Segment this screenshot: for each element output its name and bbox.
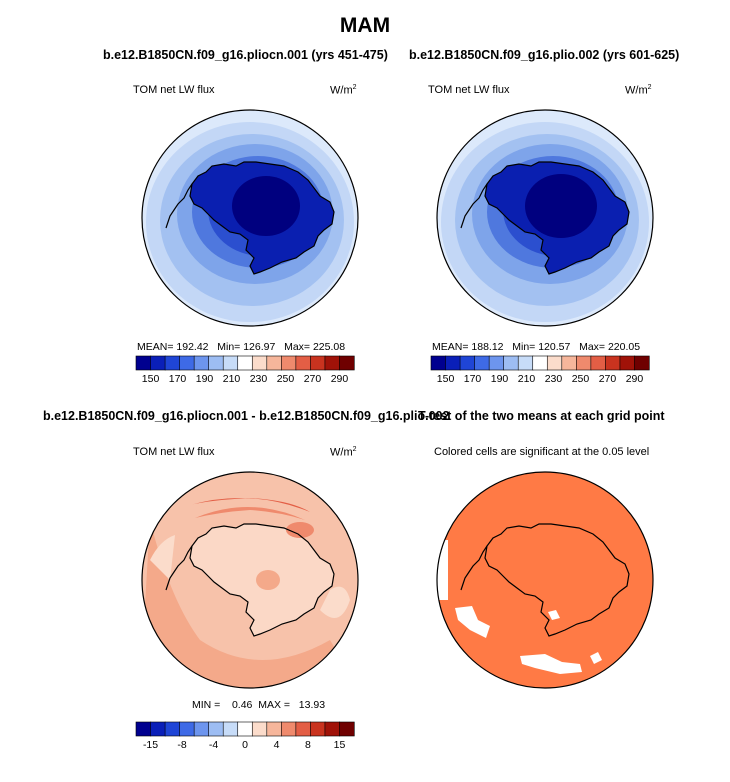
colorbar-tick-label: 210 — [223, 373, 241, 385]
colorbar-tick-label: 250 — [277, 373, 295, 385]
variable-label-top-left: TOM net LW flux — [133, 84, 215, 96]
units-label-top-right: W/m2 — [625, 84, 652, 97]
colorbar-tick-label: -4 — [209, 739, 218, 751]
colorbar-tick-label: 170 — [169, 373, 187, 385]
colorbar-swatch — [164, 355, 181, 371]
colorbar-swatch — [546, 355, 563, 371]
colorbar-tick-label: 150 — [142, 373, 160, 385]
colorbar-swatch — [605, 355, 621, 371]
colorbar-swatch — [266, 355, 282, 371]
map-top-right — [437, 110, 653, 326]
colorbar-swatch — [324, 721, 341, 737]
colorbar-swatch — [193, 721, 210, 737]
map-border-top-right — [436, 109, 654, 327]
map-top-left — [142, 110, 358, 326]
colorbar-tick-label: -8 — [177, 739, 186, 751]
colorbar-tick-label: 270 — [599, 373, 617, 385]
colorbar-tick-label: 150 — [437, 373, 455, 385]
colorbar-swatch — [445, 355, 461, 371]
colorbar-swatch — [339, 721, 355, 737]
stats-top-right: MEAN= 188.12 Min= 120.57 Max= 220.05 — [432, 341, 641, 353]
colorbar-tick-label: 230 — [250, 373, 268, 385]
colorbar-swatch — [164, 721, 181, 737]
variable-label-top-right: TOM net LW flux — [428, 84, 510, 96]
colorbar-swatch — [430, 355, 447, 371]
colorbar-swatch — [179, 355, 195, 371]
colorbar-swatch — [590, 355, 606, 371]
colorbar-swatch — [135, 721, 152, 737]
case-title-top-right: b.e12.B1850CN.f09_g16.plio.002 (yrs 601-… — [409, 48, 680, 62]
colorbar-swatch — [339, 355, 355, 371]
colorbar-tick-label: 15 — [334, 739, 346, 751]
map-border-bottom-left — [141, 471, 359, 689]
colorbar-swatch — [310, 721, 326, 737]
colorbar-tick-label: 210 — [518, 373, 536, 385]
stats-top-left: MEAN= 192.42 Min= 126.97 Max= 225.08 — [137, 341, 346, 353]
colorbar-swatch — [576, 355, 592, 371]
colorbar-swatch — [150, 721, 166, 737]
colorbar-swatch — [208, 355, 224, 371]
significance-note: Colored cells are significant at the 0.0… — [434, 446, 650, 458]
colorbar-swatch — [503, 355, 519, 371]
map-border-bottom-right — [436, 471, 654, 689]
colorbar-swatch — [222, 721, 239, 737]
colorbar-swatch — [310, 355, 326, 371]
colorbar-swatch — [488, 355, 505, 371]
colorbar-swatch — [324, 355, 341, 371]
stats-bottom-left: MIN = 0.46 MAX = 13.93 — [192, 699, 326, 711]
main-title: MAM — [339, 14, 391, 37]
colorbar-swatch — [295, 721, 312, 737]
colorbar-swatch — [135, 355, 152, 371]
colorbar-swatch — [208, 721, 224, 737]
colorbar-bottom-left: -15 -8 -4 0 4 8 15 — [135, 721, 355, 751]
significance-field — [437, 472, 653, 688]
colorbar-swatch — [222, 355, 239, 371]
colorbar-swatch — [237, 355, 253, 371]
colorbar-swatch — [193, 355, 210, 371]
colorbar-swatch — [459, 355, 476, 371]
colorbar-swatch — [150, 355, 166, 371]
colorbar-tick-label: 0 — [242, 739, 248, 751]
colorbar-swatch — [266, 721, 282, 737]
colorbar-tick-label: 230 — [545, 373, 563, 385]
colorbar-tick-label: 8 — [305, 739, 311, 751]
colorbar-swatch — [532, 355, 548, 371]
colorbar-swatch — [237, 721, 253, 737]
case-title-bottom-right: T-test of the two means at each grid poi… — [418, 409, 665, 423]
colorbar-tick-label: 170 — [464, 373, 482, 385]
colorbar-tick-label: 250 — [572, 373, 590, 385]
map-bottom-right — [437, 472, 653, 688]
map-bottom-left — [142, 472, 358, 688]
colorbar-swatch — [474, 355, 490, 371]
colorbar-tick-label: 190 — [491, 373, 509, 385]
colorbar-top-left: 150 170 190 210 230 250 270 290 — [135, 355, 355, 385]
colorbar-swatch — [517, 355, 534, 371]
colorbar-swatch — [251, 355, 268, 371]
case-title-bottom-left: b.e12.B1850CN.f09_g16.pliocn.001 - b.e12… — [43, 409, 450, 423]
units-label-top-left: W/m2 — [330, 84, 357, 97]
colorbar-tick-label: 290 — [331, 373, 349, 385]
case-title-top-left: b.e12.B1850CN.f09_g16.pliocn.001 (yrs 45… — [103, 48, 388, 62]
map-border-top-left — [141, 109, 359, 327]
colorbar-tick-label: 290 — [626, 373, 644, 385]
colorbar-swatch — [179, 721, 195, 737]
colorbar-swatch — [619, 355, 636, 371]
colorbar-swatch — [281, 355, 297, 371]
colorbar-swatch — [251, 721, 268, 737]
colorbar-tick-label: 4 — [274, 739, 280, 751]
units-label-bottom-left: W/m2 — [330, 446, 357, 459]
colorbar-tick-label: 190 — [196, 373, 214, 385]
colorbar-swatch — [295, 355, 312, 371]
colorbar-tick-label: 270 — [304, 373, 322, 385]
colorbar-tick-label: -15 — [143, 739, 158, 751]
variable-label-bottom-left: TOM net LW flux — [133, 446, 215, 458]
colorbar-swatch — [634, 355, 650, 371]
colorbar-swatch — [561, 355, 577, 371]
colorbar-swatch — [281, 721, 297, 737]
colorbar-top-right: 150 170 190 210 230 250 270 290 — [430, 355, 650, 385]
